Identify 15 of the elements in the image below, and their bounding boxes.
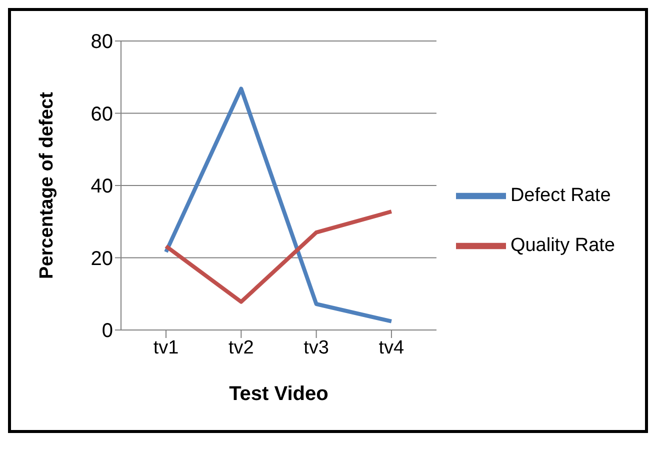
x-tick-label: tv4 — [378, 337, 405, 358]
legend-label: Defect Rate — [510, 184, 611, 206]
y-tick-label: 20 — [90, 248, 113, 270]
y-axis-title: Percentage of defect — [36, 91, 58, 279]
y-tick-label: 60 — [90, 103, 113, 126]
y-tick-label: 0 — [102, 320, 113, 342]
x-tick-label: tv2 — [228, 337, 254, 358]
x-tick-label: tv3 — [304, 337, 329, 358]
legend-label: Quality Rate — [510, 234, 615, 256]
y-tick-label: 40 — [90, 176, 113, 198]
line-series — [164, 86, 394, 324]
line-series — [164, 210, 394, 304]
x-tick-label: tv1 — [153, 337, 179, 358]
x-axis-title: Test Video — [229, 383, 328, 405]
y-tick-label: 80 — [90, 31, 113, 54]
